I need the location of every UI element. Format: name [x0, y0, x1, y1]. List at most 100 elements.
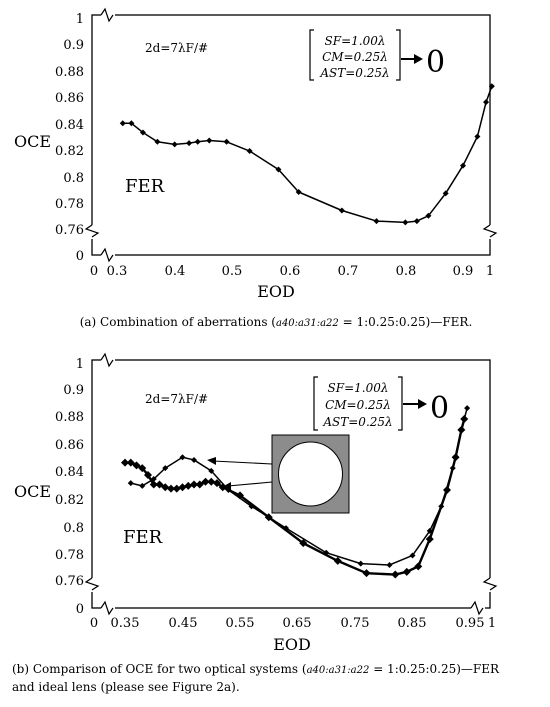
- caption-line2: and ideal lens (please see Figure 2a).: [12, 680, 240, 694]
- data-point: [414, 562, 423, 571]
- param-sf: SF=1.00λ: [325, 34, 386, 48]
- x-tick-label: 0: [90, 264, 98, 279]
- data-point: [155, 480, 164, 489]
- y-tick-label: 0.78: [55, 197, 84, 212]
- x-tick-label: 0.55: [226, 616, 255, 631]
- data-point: [283, 525, 289, 532]
- data-point: [460, 162, 466, 169]
- caption-a: (a) Combination of aberrations (a40:a31:…: [8, 314, 544, 332]
- arrow-target: 0: [426, 45, 445, 80]
- param-cm: CM=0.25λ: [325, 398, 391, 412]
- plot-frame: [91, 14, 491, 256]
- data-point: [195, 480, 204, 489]
- plot-frame: [91, 359, 491, 609]
- data-point: [194, 138, 201, 145]
- data-point: [128, 120, 135, 127]
- arrow-target: 0: [430, 391, 449, 426]
- x-tick-labels: 0 0.35 0.45 0.55 0.65 0.75 0.85 0.95 1: [90, 616, 496, 631]
- x-tick-label: 0.85: [398, 616, 427, 631]
- caption-b: (b) Comparison of OCE for two optical sy…: [8, 661, 548, 696]
- data-point: [386, 561, 393, 568]
- series-group: [121, 405, 471, 579]
- x-tick-label: 0.6: [280, 264, 301, 279]
- x-tick-label: 0.75: [341, 616, 370, 631]
- series-line: [122, 86, 493, 224]
- y-tick-label: 0.76: [55, 574, 84, 589]
- data-point: [295, 189, 302, 195]
- data-point: [186, 140, 193, 147]
- data-point: [167, 484, 175, 493]
- y-tick-label: 1: [76, 12, 84, 27]
- x-tick-label: 0.4: [165, 264, 186, 279]
- data-point: [126, 458, 135, 467]
- y-tick-label: 0.86: [55, 438, 84, 453]
- data-point: [464, 405, 471, 412]
- chart-panel-a: 0 0.76 0.78 0.8 0.82 0.84 0.86 0.88 0.9 1 0 0.3 0.4…: [14, 7, 498, 301]
- x-axis-break: [100, 352, 485, 616]
- data-point: [190, 480, 198, 489]
- arrow-head: [418, 399, 427, 409]
- caption-ratio-value: = 1:0.25:0.25)—FER: [369, 662, 500, 676]
- data-point: [402, 567, 411, 576]
- data-point: [201, 477, 210, 486]
- parameter-box: SF=1.00λ CM=0.25λ AST=0.25λ 0: [313, 376, 449, 431]
- y-tick-label: 0.9: [63, 38, 84, 53]
- y-axis-label: OCE: [14, 482, 51, 501]
- data-point: [144, 470, 152, 479]
- x-tick-labels: 0 0.3 0.4 0.5 0.6 0.7 0.8 0.9 1: [90, 264, 494, 279]
- data-point: [248, 503, 255, 510]
- param-ast: AST=0.25λ: [322, 415, 392, 429]
- data-point: [139, 482, 146, 489]
- y-tick-label: 0: [76, 602, 84, 617]
- data-point: [488, 83, 495, 90]
- y-tick-label: 0.8: [63, 521, 84, 536]
- caption-ratio-vars: a40:a31:a22: [275, 318, 339, 329]
- data-point: [275, 166, 282, 173]
- series-1: [119, 83, 495, 226]
- x-tick-label: 0.7: [338, 264, 359, 279]
- data-point: [299, 539, 308, 548]
- y-tick-label: 0.82: [55, 144, 84, 159]
- data-point: [208, 467, 215, 474]
- data-point: [223, 138, 230, 145]
- x-tick-label: 1: [486, 264, 494, 279]
- data-point: [162, 465, 169, 472]
- data-point: [119, 120, 126, 127]
- y-tick-label: 0.84: [55, 118, 84, 133]
- caption-prefix: (a) Combination of aberrations (: [79, 315, 276, 329]
- data-point: [246, 148, 253, 155]
- x-axis-label: EOD: [273, 635, 311, 654]
- y-tick-label: 1: [76, 357, 84, 372]
- x-tick-label: 0.9: [453, 264, 474, 279]
- data-point: [413, 218, 420, 225]
- data-point: [127, 480, 134, 487]
- series-label-fer: FER: [123, 527, 163, 548]
- x-tick-label: 0.45: [169, 616, 198, 631]
- data-point: [184, 481, 193, 490]
- data-point: [402, 219, 409, 226]
- data-point: [333, 556, 342, 565]
- x-tick-label: 0.95: [456, 616, 485, 631]
- series-2: [127, 405, 471, 568]
- x-axis-break: [100, 7, 115, 263]
- y-tick-label: 0.84: [55, 465, 84, 480]
- data-point: [121, 458, 129, 467]
- data-point: [438, 503, 445, 510]
- data-point: [154, 138, 161, 145]
- data-point: [139, 129, 146, 136]
- y-axis-break: [84, 224, 498, 239]
- x-tick-label: 0.35: [111, 616, 140, 631]
- ideal-lens-aperture-icon: [271, 434, 350, 514]
- y-tick-labels: 0 0.76 0.78 0.8 0.82 0.84 0.86 0.88 0.9 1: [55, 357, 84, 617]
- data-point: [483, 99, 490, 106]
- arrow-head: [414, 54, 423, 64]
- parameter-box: SF=1.00λ CM=0.25λ AST=0.25λ 0: [309, 29, 445, 81]
- data-point: [149, 480, 158, 489]
- x-axis-label: EOD: [257, 282, 295, 301]
- distance-label: 2d=7λF/#: [145, 392, 208, 406]
- x-tick-label: 0.65: [283, 616, 312, 631]
- data-point: [150, 476, 157, 483]
- y-tick-label: 0: [76, 249, 84, 264]
- data-point: [474, 133, 481, 140]
- data-point: [409, 552, 416, 559]
